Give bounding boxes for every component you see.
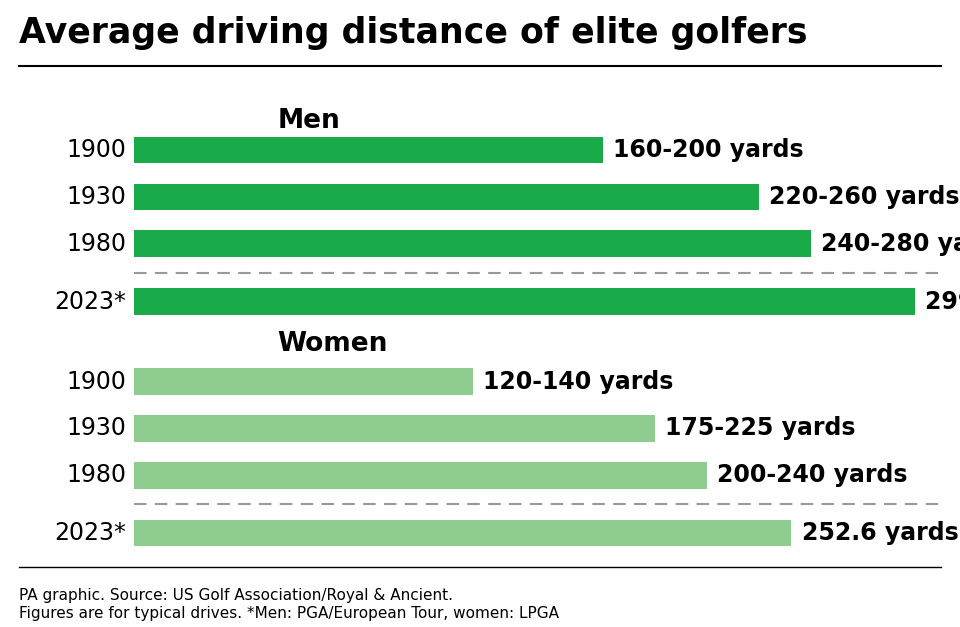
Bar — [134, 415, 655, 442]
Text: 299.9 yards: 299.9 yards — [924, 290, 960, 314]
Text: 1930: 1930 — [67, 416, 127, 441]
Text: 220-260 yards: 220-260 yards — [769, 185, 960, 209]
Text: 252.6 yards: 252.6 yards — [802, 521, 959, 545]
Bar — [134, 520, 791, 547]
Bar — [134, 288, 915, 315]
Text: 160-200 yards: 160-200 yards — [613, 138, 804, 162]
Text: 240-280 yards: 240-280 yards — [821, 231, 960, 256]
Bar — [134, 184, 758, 210]
Bar — [134, 462, 707, 488]
Text: 120-140 yards: 120-140 yards — [483, 370, 673, 394]
Text: 1900: 1900 — [67, 138, 127, 162]
Text: PA graphic. Source: US Golf Association/Royal & Ancient.
Figures are for typical: PA graphic. Source: US Golf Association/… — [19, 588, 559, 621]
Text: 1930: 1930 — [67, 185, 127, 209]
Text: Women: Women — [277, 331, 388, 357]
Text: Average driving distance of elite golfers: Average driving distance of elite golfer… — [19, 16, 807, 50]
Text: 200-240 yards: 200-240 yards — [717, 463, 907, 487]
Text: 2023*: 2023* — [55, 521, 127, 545]
Text: 1900: 1900 — [67, 370, 127, 394]
Bar — [134, 137, 603, 164]
Text: 1980: 1980 — [66, 463, 127, 487]
Text: Men: Men — [277, 108, 340, 134]
Text: 2023*: 2023* — [55, 290, 127, 314]
Bar — [134, 368, 472, 395]
Bar — [134, 230, 811, 257]
Text: 1980: 1980 — [66, 231, 127, 256]
Text: 175-225 yards: 175-225 yards — [665, 416, 855, 441]
